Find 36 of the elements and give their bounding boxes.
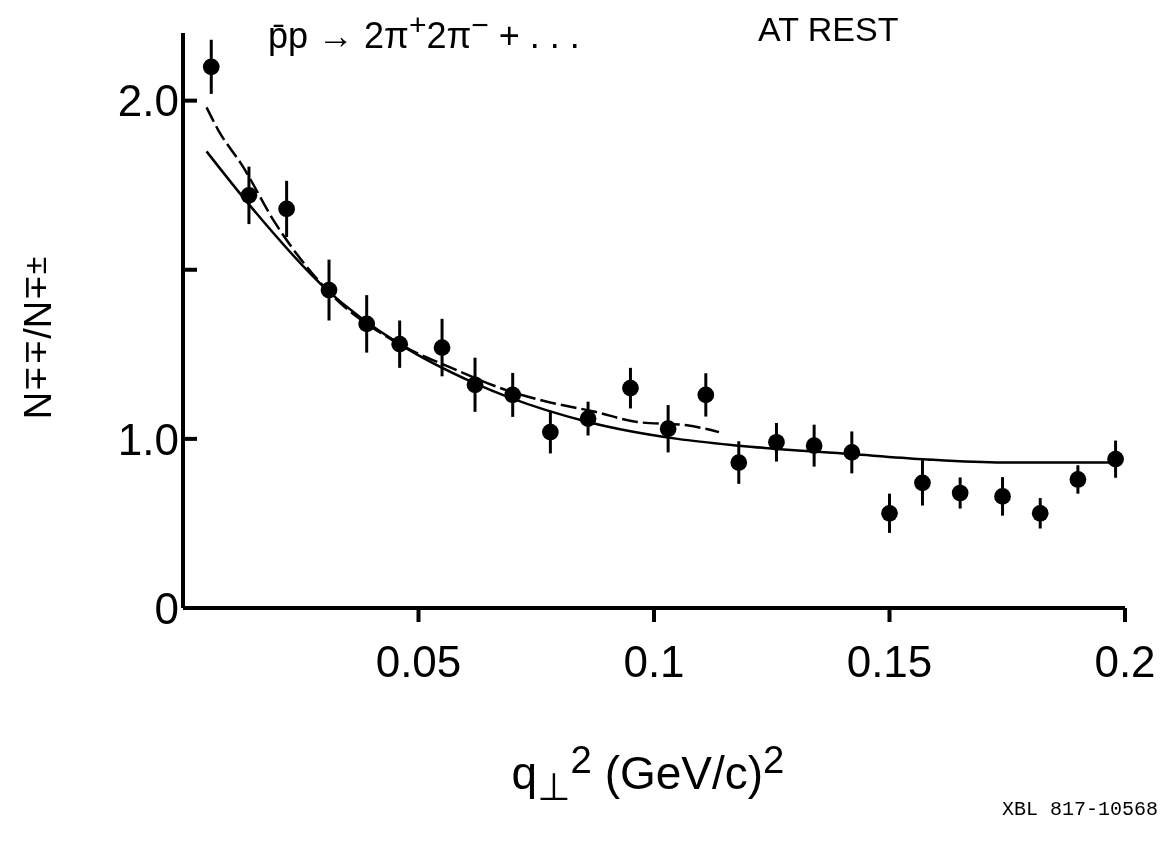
point	[433, 339, 451, 356]
chart-title: p̄p → 2π$^{+}$2π$^{−}$ + . . .	[268, 8, 580, 57]
point	[542, 423, 559, 441]
point	[579, 410, 597, 427]
point	[805, 437, 823, 454]
point	[466, 376, 484, 394]
y-tick-label: 2.0	[117, 76, 179, 126]
point	[994, 488, 1011, 505]
point	[951, 484, 969, 502]
point	[358, 315, 376, 333]
annotation: AT REST	[758, 10, 899, 49]
x-tick-label: 0.05	[375, 637, 462, 687]
y-tick-label: 0	[154, 583, 179, 633]
point	[843, 444, 861, 461]
point	[391, 335, 409, 353]
point	[1069, 471, 1087, 488]
x-tick-label: 0.15	[846, 637, 933, 687]
point	[914, 474, 931, 492]
point	[504, 386, 522, 404]
x-tick-label: 0.2	[1094, 637, 1156, 687]
point	[768, 433, 785, 451]
point	[622, 379, 639, 397]
point	[730, 454, 748, 471]
x-axis-title: q$_{⊥}$$^{2}$ (GeV/c)$^{2}$	[511, 738, 785, 809]
point	[659, 420, 677, 438]
point	[697, 386, 715, 404]
point	[202, 58, 220, 76]
text: XBL 817-10568	[1001, 798, 1158, 821]
point	[278, 200, 295, 218]
point	[1107, 450, 1124, 468]
point	[240, 187, 258, 204]
point	[881, 504, 898, 522]
point	[320, 281, 338, 299]
x-tick-label: 0.1	[623, 637, 685, 687]
y-tick-label: 1.0	[117, 414, 179, 464]
point	[1031, 504, 1049, 522]
